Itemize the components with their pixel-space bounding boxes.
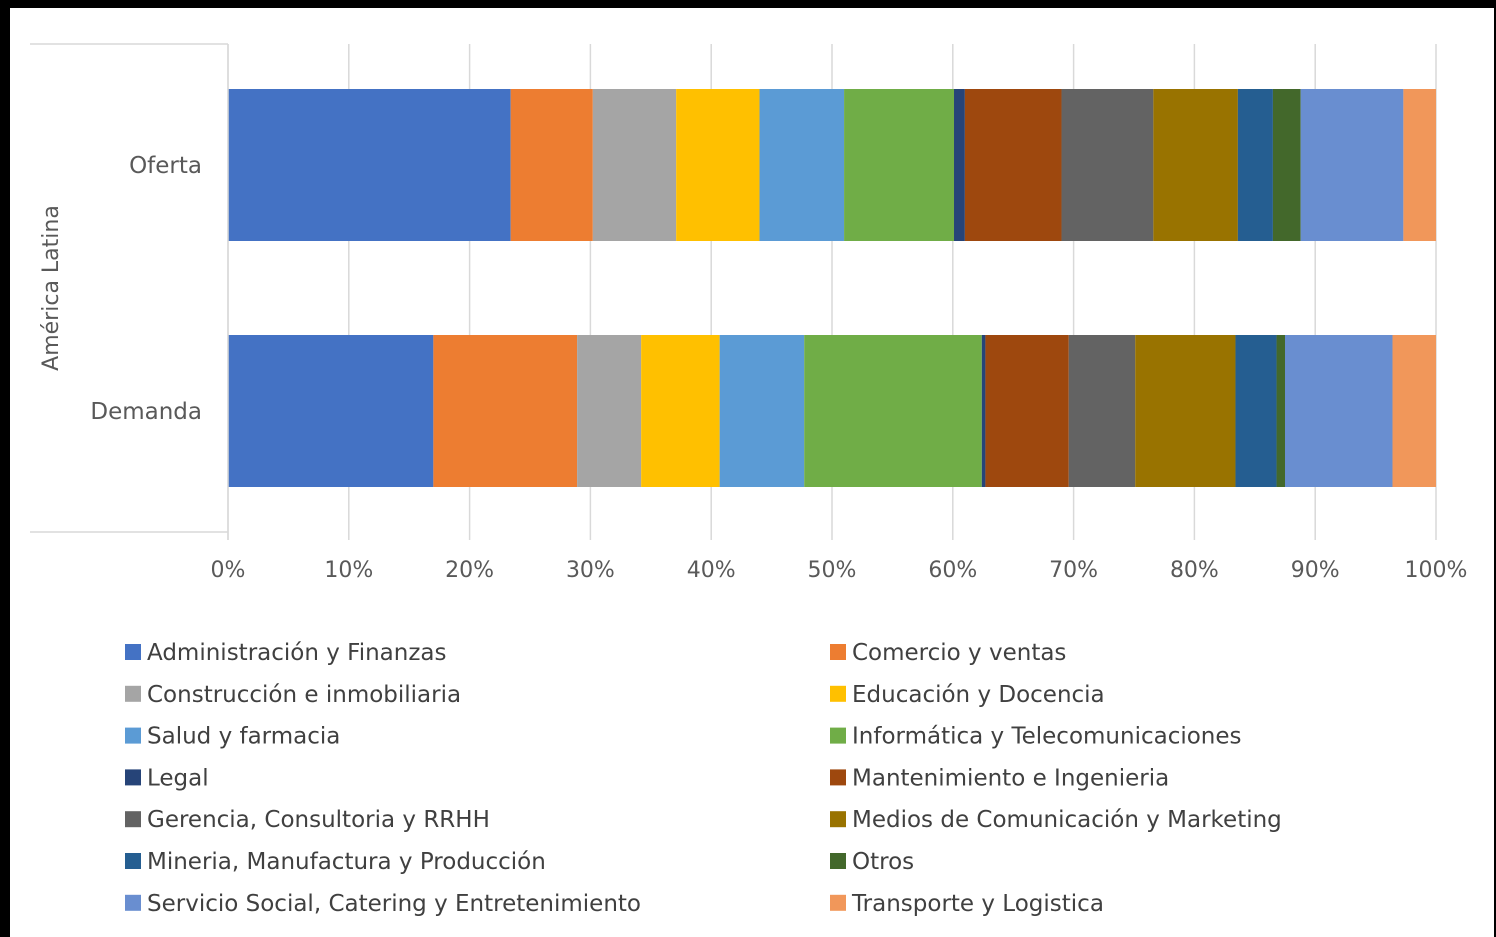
legend-swatch: [125, 727, 141, 744]
x-tick-label: 20%: [445, 558, 494, 583]
legend: Administración y Finanzas Comercio y vent…: [125, 640, 1282, 917]
x-tick-label: 80%: [1170, 558, 1219, 583]
category-label: Demanda: [90, 399, 202, 425]
bar-segment: [759, 89, 845, 241]
legend-label: Servicio Social, Catering y Entretenimie…: [147, 891, 641, 917]
stacked-bar-chart: 0% 10% 20% 30% 40% 50% 60% 70% 80% 90% 100% América…: [30, 43, 1468, 917]
bar-segment: [1403, 89, 1436, 241]
x-tick-label: 100%: [1405, 558, 1468, 583]
legend-label: Legal: [147, 765, 209, 791]
legend-swatch: [125, 685, 141, 702]
bar-segment: [1135, 335, 1236, 487]
bar-segment: [985, 335, 1069, 487]
legend-label: Medios de Comunicación y Marketing: [852, 807, 1282, 833]
bar-segment: [1300, 89, 1404, 241]
x-tick-label: 90%: [1291, 558, 1340, 583]
legend-swatch: [830, 685, 846, 702]
legend-label: Comercio y ventas: [852, 640, 1066, 666]
bar-segment: [1392, 335, 1436, 487]
legend-label: Mantenimiento e Ingenieria: [852, 765, 1169, 791]
legend-swatch: [830, 644, 846, 660]
bar-segment: [228, 335, 434, 487]
legend-swatch: [830, 811, 846, 828]
bar-segment: [1285, 335, 1393, 487]
category-label: Oferta: [129, 153, 202, 179]
bar-segment: [1237, 89, 1273, 241]
legend-swatch: [125, 853, 141, 869]
bars: [228, 89, 1436, 487]
bar-segment: [1153, 89, 1238, 241]
x-tick-label: 50%: [808, 558, 857, 583]
bar-segment: [1235, 335, 1277, 487]
x-tick-label: 0%: [211, 558, 246, 583]
bar-segment: [981, 335, 986, 487]
legend-swatch: [830, 727, 846, 744]
legend-swatch: [125, 644, 141, 660]
x-tick-label: 40%: [687, 558, 736, 583]
bar-segment: [577, 335, 642, 487]
axes: 0% 10% 20% 30% 40% 50% 60% 70% 80% 90% 100% América…: [30, 43, 1468, 583]
bar-segment: [641, 335, 720, 487]
bar-segment: [1272, 89, 1301, 241]
legend-label: Administración y Finanzas: [147, 640, 447, 666]
legend-label: Otros: [852, 849, 914, 875]
legend-label: Educación y Docencia: [852, 682, 1105, 708]
legend-label: Mineria, Manufactura y Producción: [147, 849, 546, 875]
bar-segment: [719, 335, 805, 487]
bar-segment: [510, 89, 593, 241]
bar-segment: [844, 89, 955, 241]
x-tick-label: 30%: [566, 558, 615, 583]
bar-segment: [1276, 335, 1285, 487]
legend-label: Salud y farmacia: [147, 724, 340, 750]
legend-swatch: [125, 769, 141, 786]
legend-swatch: [125, 811, 141, 828]
bar-segment: [954, 89, 965, 241]
legend-swatch: [830, 853, 846, 869]
x-tick-label: 70%: [1049, 558, 1098, 583]
bar-segment: [1061, 89, 1154, 241]
bar-segment: [676, 89, 760, 241]
bar-segment: [433, 335, 578, 487]
group-label: América Latina: [39, 205, 64, 371]
legend-label: Informática y Telecomunicaciones: [852, 724, 1242, 750]
legend-label: Transporte y Logistica: [851, 891, 1104, 917]
legend-swatch: [830, 769, 846, 786]
x-tick-label: 10%: [324, 558, 373, 583]
bar-segment: [228, 89, 511, 241]
bar-segment: [804, 335, 982, 487]
bar-segment: [592, 89, 677, 241]
legend-label: Construcción e inmobiliaria: [147, 682, 461, 708]
chart-area: 0% 10% 20% 30% 40% 50% 60% 70% 80% 90% 100% América…: [10, 8, 1494, 937]
legend-label: Gerencia, Consultoria y RRHH: [147, 807, 490, 833]
bar-segment: [1068, 335, 1136, 487]
legend-swatch: [830, 894, 846, 911]
bar-segment: [964, 89, 1062, 241]
x-tick-label: 60%: [928, 558, 977, 583]
legend-swatch: [125, 894, 141, 911]
